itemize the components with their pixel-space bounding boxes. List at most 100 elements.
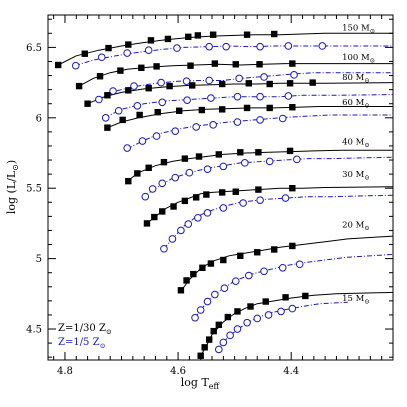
circle-marker (160, 244, 168, 253)
square-marker (54, 61, 62, 69)
square-marker (289, 185, 296, 192)
square-marker (201, 344, 208, 351)
circle-marker (158, 98, 167, 107)
square-marker (237, 149, 244, 156)
square-marker (194, 32, 202, 39)
square-marker (282, 294, 289, 301)
circle-marker (157, 78, 165, 87)
square-marker (189, 82, 196, 89)
square-marker (271, 30, 278, 38)
circle-marker (182, 77, 191, 85)
square-marker (218, 80, 226, 88)
square-marker (245, 80, 252, 87)
square-marker (81, 50, 88, 57)
square-marker (209, 31, 217, 38)
square-marker (185, 33, 192, 41)
square-marker (170, 203, 177, 210)
plot-frame (47, 14, 394, 361)
square-marker (309, 79, 316, 86)
y-axis-title-main: log (L/L (5, 170, 18, 214)
mass-label: 150 M⊙ (342, 23, 375, 35)
circle-marker (278, 263, 287, 272)
circle-marker (207, 94, 215, 102)
circle-marker (235, 74, 243, 83)
circle-marker (219, 162, 228, 171)
circle-marker (101, 113, 110, 122)
mass-label-sun: ⊙ (370, 27, 375, 35)
mass-label-text: 100 M (342, 53, 370, 63)
circle-marker (203, 297, 212, 306)
square-marker (181, 197, 189, 205)
square-marker (177, 287, 185, 294)
circle-marker (243, 318, 251, 327)
square-marker (105, 44, 112, 52)
mass-label: 100 M⊙ (342, 53, 375, 65)
square-marker (136, 111, 143, 119)
circle-marker (233, 325, 242, 333)
series-line (104, 94, 394, 119)
mass-label-sun: ⊙ (364, 141, 369, 149)
circle-marker (277, 307, 285, 316)
square-marker (234, 308, 241, 315)
series-line (78, 63, 393, 87)
x-tick-label: 4.6 (170, 366, 186, 377)
circle-marker (97, 53, 106, 62)
series-line (74, 45, 393, 67)
square-marker (210, 327, 217, 335)
square-marker (164, 35, 172, 43)
circle-marker (295, 260, 304, 269)
circle-marker (152, 132, 161, 140)
circle-marker (222, 42, 230, 51)
square-marker (255, 149, 262, 156)
circle-marker (171, 173, 180, 182)
circle-marker (173, 44, 181, 52)
circle-marker (288, 304, 297, 313)
circle-marker (284, 92, 293, 100)
square-marker (247, 303, 254, 310)
square-marker (207, 260, 215, 267)
square-marker (125, 177, 132, 185)
circle-marker (318, 42, 327, 50)
mass-label-sun: ⊙ (364, 297, 369, 305)
circle-marker (109, 87, 117, 95)
square-marker (254, 249, 261, 256)
square-marker (195, 153, 203, 160)
circle-marker (244, 271, 253, 280)
circle-marker (239, 199, 247, 207)
mass-label-text: 150 M (342, 23, 370, 33)
circle-marker (256, 196, 264, 204)
circle-marker (185, 168, 194, 177)
square-marker (266, 104, 273, 112)
square-marker (243, 31, 251, 38)
y-axis-title-sub: ⊙ (11, 164, 20, 171)
circle-marker (284, 42, 293, 50)
square-marker (125, 41, 132, 48)
x-axis-title: log Teff (181, 376, 221, 391)
square-marker (153, 63, 160, 70)
circle-marker (183, 96, 191, 104)
square-marker (84, 100, 91, 107)
x-tick-label: 4.8 (57, 366, 73, 377)
circle-marker (233, 118, 242, 126)
square-marker (145, 164, 152, 171)
square-marker (151, 213, 158, 221)
square-marker (159, 208, 166, 215)
y-tick-label: 4.5 (26, 325, 42, 336)
square-marker (192, 194, 200, 201)
square-marker (218, 189, 226, 196)
y-tick-label: 6.5 (26, 43, 42, 54)
circle-marker (148, 185, 157, 193)
mass-label-text: 30 M (342, 170, 365, 180)
circle-marker (184, 220, 193, 228)
legend: Z=1/30 Z⊙ Z=1/5 Z⊙ (58, 323, 112, 350)
circle-marker (256, 42, 264, 51)
square-marker (190, 270, 197, 278)
legend-entry-low-z: Z=1/30 Z⊙ (58, 323, 112, 336)
circle-marker (256, 92, 264, 101)
circle-marker (203, 165, 212, 173)
square-marker (232, 188, 239, 195)
mass-label-text: 60 M (342, 98, 365, 108)
y-tick-label: 5 (36, 254, 42, 265)
circle-marker (281, 194, 290, 202)
